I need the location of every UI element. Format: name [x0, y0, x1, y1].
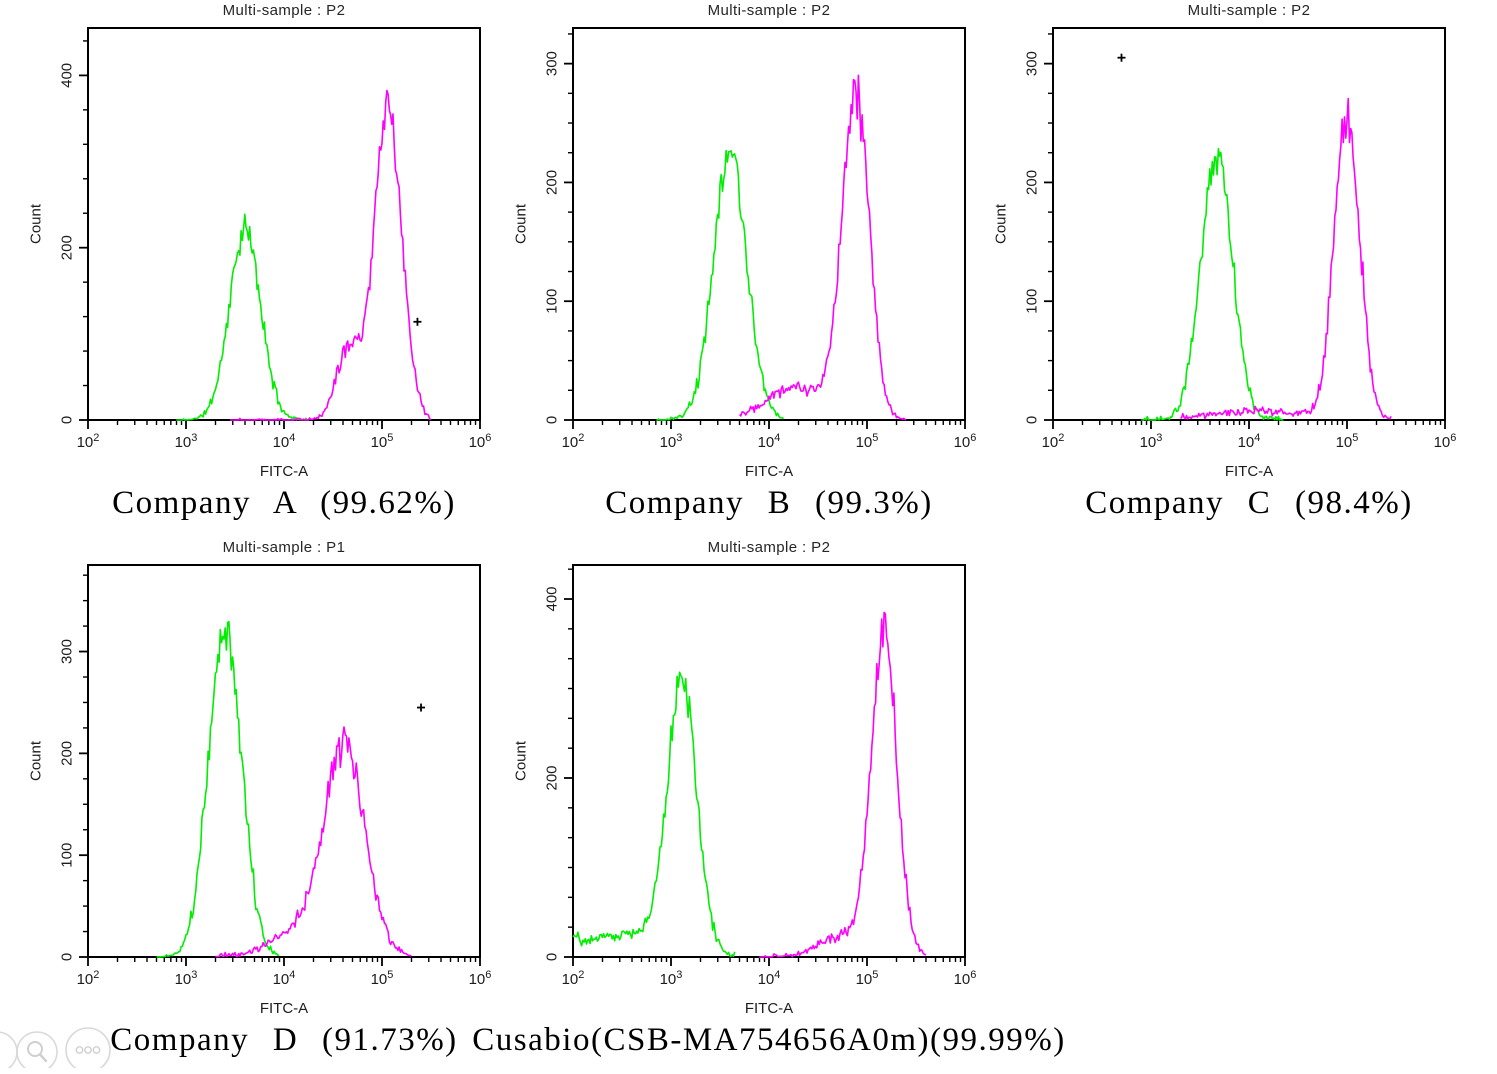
svg-text:102: 102 — [562, 432, 585, 451]
svg-text:FITC-A: FITC-A — [260, 463, 308, 480]
svg-text:300: 300 — [1024, 51, 1041, 76]
svg-text:0: 0 — [544, 953, 561, 961]
svg-text:104: 104 — [273, 969, 296, 988]
flow-cytometry-panel-company-c: Multi-sample : P2 102 103 104 105 106 0 100 200… — [965, 0, 1485, 537]
more-options-dots-icon[interactable] — [65, 1027, 111, 1068]
svg-text:106: 106 — [954, 969, 977, 988]
plot-title: Multi-sample : P2 — [222, 2, 346, 19]
panel-caption: Company A (99.62%) — [112, 485, 456, 521]
histogram-plot-company-b: 102 103 104 105 106 0 100 200 300 FITC-A Count — [513, 27, 977, 480]
svg-text:Count: Count — [993, 203, 1010, 244]
svg-text:200: 200 — [59, 235, 76, 260]
svg-text:105: 105 — [371, 969, 394, 988]
svg-text:104: 104 — [1238, 432, 1261, 451]
svg-text:106: 106 — [1434, 432, 1457, 451]
histogram-plot-company-a: 102 103 104 105 106 0 200 400 FITC-A Count — [28, 27, 492, 480]
svg-text:Count: Count — [513, 203, 530, 244]
svg-text:103: 103 — [175, 969, 198, 988]
svg-text:0: 0 — [59, 416, 76, 424]
svg-text:Count: Count — [28, 740, 45, 781]
svg-text:400: 400 — [59, 63, 76, 88]
plot-title: Multi-sample : P2 — [707, 2, 831, 19]
svg-text:FITC-A: FITC-A — [745, 1000, 793, 1017]
flow-cytometry-panel-cusabio: Multi-sample : P2 102 103 104 105 106 0 200 400… — [472, 537, 1064, 1074]
svg-text:200: 200 — [1024, 170, 1041, 195]
svg-text:200: 200 — [59, 741, 76, 766]
flow-cytometry-panel-company-a: Multi-sample : P2 102 103 104 105 106 0 200 400… — [0, 0, 520, 537]
svg-text:FITC-A: FITC-A — [1225, 463, 1273, 480]
svg-text:0: 0 — [544, 416, 561, 424]
panel-caption: Cusabio(CSB-MA754656A0m)(99.99%) — [472, 1022, 1066, 1058]
panel-caption: Company B (99.3%) — [605, 485, 933, 521]
plot-title: Multi-sample : P2 — [707, 539, 831, 556]
svg-text:103: 103 — [175, 432, 198, 451]
svg-text:105: 105 — [856, 432, 879, 451]
svg-text:105: 105 — [371, 432, 394, 451]
svg-text:0: 0 — [59, 953, 76, 961]
plot-title: Multi-sample : P1 — [222, 539, 346, 556]
svg-text:FITC-A: FITC-A — [260, 1000, 308, 1017]
svg-text:102: 102 — [77, 969, 100, 988]
svg-text:103: 103 — [1140, 432, 1163, 451]
partial-circle-icon — [0, 1031, 18, 1068]
panel-caption: Company C (98.4%) — [1085, 485, 1413, 521]
corner-toolbar — [0, 1027, 111, 1068]
svg-text:100: 100 — [1024, 289, 1041, 314]
svg-text:104: 104 — [273, 432, 296, 451]
svg-text:FITC-A: FITC-A — [745, 463, 793, 480]
svg-text:0: 0 — [1024, 416, 1041, 424]
svg-text:105: 105 — [856, 969, 879, 988]
svg-text:100: 100 — [544, 289, 561, 314]
svg-text:104: 104 — [758, 432, 781, 451]
svg-text:102: 102 — [562, 969, 585, 988]
svg-text:102: 102 — [1042, 432, 1065, 451]
svg-text:103: 103 — [660, 969, 683, 988]
histogram-plot-cusabio: 102 103 104 105 106 0 200 400 FITC-A Count — [513, 564, 977, 1017]
svg-text:100: 100 — [59, 843, 76, 868]
flow-cytometry-panel-company-b: Multi-sample : P2 102 103 104 105 106 0 100 200… — [485, 0, 1005, 537]
svg-text:104: 104 — [758, 969, 781, 988]
svg-text:106: 106 — [954, 432, 977, 451]
svg-text:400: 400 — [544, 586, 561, 611]
flow-cytometry-panel-company-d: Multi-sample : P1 102 103 104 105 106 0 100 200… — [0, 537, 520, 1074]
svg-text:200: 200 — [544, 170, 561, 195]
svg-text:106: 106 — [469, 432, 492, 451]
histogram-plot-company-d: 102 103 104 105 106 0 100 200 300 FITC-A Count — [28, 564, 492, 1017]
plot-title: Multi-sample : P2 — [1187, 2, 1311, 19]
svg-text:106: 106 — [469, 969, 492, 988]
panel-caption: Company D (91.73%) — [110, 1022, 458, 1058]
svg-text:Count: Count — [513, 740, 530, 781]
histogram-plot-company-c: 102 103 104 105 106 0 100 200 300 FITC-A Count — [993, 27, 1457, 480]
zoom-magnifier-icon[interactable] — [16, 1031, 58, 1068]
svg-text:105: 105 — [1336, 432, 1359, 451]
svg-text:102: 102 — [77, 432, 100, 451]
svg-text:103: 103 — [660, 432, 683, 451]
svg-text:300: 300 — [544, 51, 561, 76]
svg-text:Count: Count — [28, 203, 45, 244]
svg-text:200: 200 — [544, 765, 561, 790]
svg-text:300: 300 — [59, 639, 76, 664]
